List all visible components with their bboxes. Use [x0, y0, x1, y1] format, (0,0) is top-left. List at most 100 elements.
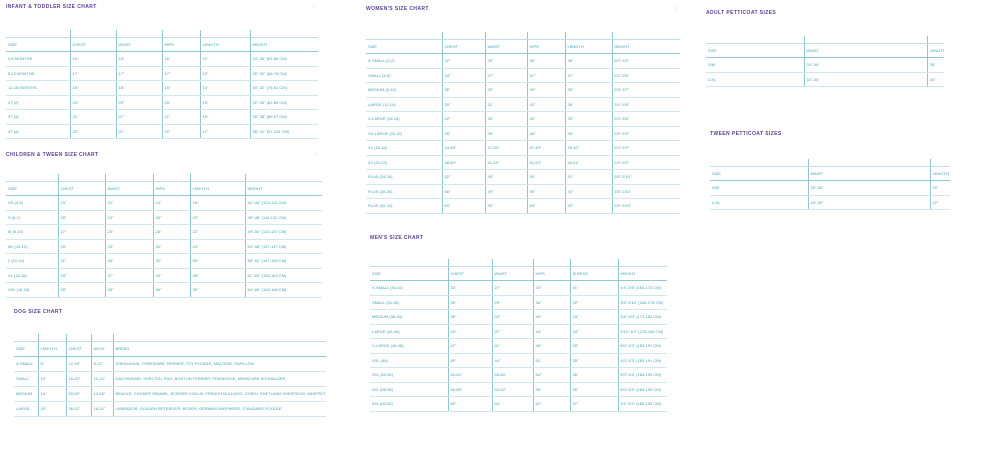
table-cell: 32": [570, 295, 619, 310]
spacer-cell: [38, 334, 67, 342]
column-header: HIPS: [533, 266, 571, 281]
table-cell: 60": [448, 396, 493, 412]
spacer-cell: [930, 159, 950, 167]
spacer-cell: [113, 334, 326, 342]
table-cell: 29": [492, 295, 534, 310]
table-cell: 35": [448, 295, 493, 310]
table-row: 1X (16-18) 44-46" 37-39" 47-49" 39-40" 5'4"-5…: [366, 140, 680, 156]
chart-title: ADULT PETTICOAT SIZES: [706, 10, 777, 16]
table-cell: 27": [485, 68, 528, 83]
spacer-cell: [66, 334, 92, 342]
table-cell: 35": [570, 353, 619, 368]
table-cell: 26": [927, 72, 944, 87]
table-cell: 41"-44" (104-112 CM): [245, 195, 322, 211]
table-cell: LARGE (12-14): [366, 97, 443, 112]
table-cell: 18": [116, 80, 163, 96]
chart-title: DOG SIZE CHART: [14, 309, 63, 315]
table-cell: 34": [570, 324, 619, 339]
close-icon[interactable]: ×: [314, 152, 317, 158]
table-cell: 16": [70, 51, 117, 67]
table-cell: 24": [105, 224, 154, 240]
spacer-cell: [105, 174, 154, 182]
table-row: SMALL (4-6) 34" 27" 37" 37" 5'2"-5'6": [366, 68, 680, 83]
table-row: 4T (4) 22" 21" 22" 17" 38"-41" (97-104 CM): [6, 124, 318, 139]
table-cell: 5'5"-5'10": [612, 184, 680, 199]
table-cell: 20": [930, 180, 950, 196]
table-cell: 20": [70, 95, 117, 110]
table-cell: 55": [527, 169, 566, 185]
close-icon[interactable]: ×: [312, 4, 315, 10]
column-header: HEIGHT: [618, 266, 667, 281]
table-cell: 12-16": [66, 356, 92, 372]
table-cell: X-LARGE (46-48): [370, 338, 449, 354]
size-table: SIZE CHEST WAIST HIPS SLEEVE HEIGHT X-SMALL (3…: [370, 259, 667, 412]
table-row: MEDIUM 16" 20-26" 14-18" BEAGLE, COCKER SPAN…: [14, 386, 326, 402]
table-cell: 6'0"-6'3" (183-191 CM): [618, 353, 667, 368]
table-cell: 36": [153, 282, 191, 298]
table-row: L/XL 24"-30" 22": [710, 195, 950, 210]
table-row: L/XL 34"-44" 26": [706, 72, 944, 87]
table-cell: PLUS (32-34): [366, 198, 443, 214]
table-cell: 45": [442, 126, 486, 141]
table-cell: L/XL: [706, 72, 805, 87]
table-cell: 32"-35" (81-89 CM): [250, 95, 318, 110]
table-cell: 24"-34": [804, 57, 928, 73]
table-cell: 10-14": [91, 371, 114, 387]
table-cell: 8-12": [91, 356, 114, 372]
spacer-cell: [570, 259, 619, 267]
table-row: PLUS (24-26) 52" 45" 55" 41" 5'5"-5'10": [366, 169, 680, 185]
spacer-cell: [70, 30, 117, 38]
table-cell: 5'4"-5'8": [612, 111, 680, 127]
table-cell: 59": [527, 184, 566, 199]
table-row: LARGE (42-44) 43" 37" 44" 34" 5'10"-6'2" (178…: [370, 324, 667, 339]
table-cell: 29": [485, 82, 528, 98]
table-cell: 54": [533, 367, 571, 383]
table-cell: 54"-58" (137-147 CM): [245, 239, 322, 254]
spacer-cell: [485, 32, 528, 40]
table-cell: 58"-61" (147-155 CM): [245, 253, 322, 269]
table-cell: MEDIUM (8-10): [366, 82, 443, 98]
spacer-cell: [808, 159, 931, 167]
table-row: S/M 24"-34" 26": [706, 57, 944, 73]
column-header: CHEST: [448, 266, 493, 281]
column-header: WAIST: [808, 166, 931, 181]
table-cell: 51-53": [527, 155, 566, 170]
header-row: SIZE LENGTH CHEST NECK BREED: [14, 341, 326, 357]
table-cell: 27": [58, 224, 106, 240]
table-cell: 5'8"-6'0" (173-183 CM): [618, 309, 667, 325]
table-cell: XL (14-16): [6, 268, 59, 283]
column-header: HEIGHT: [612, 39, 680, 54]
table-cell: 38"-41" (97-104 CM): [250, 124, 318, 139]
table-cell: PLUS (28-30): [366, 184, 443, 199]
size-table: SIZE WAIST LENGTH S/M 20"-26" 20" L/XL 24"-30" 2…: [710, 159, 950, 210]
table-cell: 16": [200, 109, 251, 125]
table-cell: 22": [70, 124, 117, 139]
table-cell: 20-26": [66, 386, 92, 402]
chart-title: TWEEN PETTICOAT SIZES: [710, 131, 782, 137]
table-row: XS (4-5) 23" 22" 24" 18" 41"-44" (104-112 CM): [6, 195, 322, 211]
spacer-cell: [927, 36, 944, 44]
column-header: SLEEVE: [570, 266, 619, 281]
column-header: WAIST: [485, 39, 528, 54]
table-cell: 23": [105, 210, 154, 225]
table-cell: 62": [533, 396, 571, 412]
table-row: 0-6 MONTHS 16" 16" 16" 12" 24"-26" (61-66 CM): [6, 51, 318, 67]
table-row: MEDIUM (38-40) 39" 33" 40" 33" 5'8"-6'0" (173…: [370, 309, 667, 325]
table-cell: 36": [570, 367, 619, 383]
size-table: SIZEWAISTLENGTHS/M24"-34"26"L/XL34"-44"2…: [706, 36, 944, 87]
table-cell: 47": [448, 338, 493, 354]
table-cell: 28": [190, 268, 246, 283]
table-cell: 18": [190, 195, 246, 211]
table-cell: 30"-32" (76-81 CM): [250, 80, 318, 96]
column-header: WAIST: [804, 43, 928, 58]
table-row: 2X (20-22) 48-50" 41-43" 51-53" 40-41" 5'4"-5…: [366, 155, 680, 170]
table-cell: X-LARGE (16-18): [366, 111, 443, 127]
table-cell: 26"-30" (66-76 CM): [250, 66, 318, 81]
close-icon[interactable]: ×: [674, 6, 677, 12]
table-row: S/M 20"-26" 20": [710, 180, 950, 196]
table-cell: 41": [492, 338, 534, 354]
table-cell: 6'0"-6'4" (183-193 CM): [618, 367, 667, 383]
table-cell: BEAGLE, COCKER SPANIEL, BORDER COLLIE, F…: [113, 386, 326, 402]
table-cell: 20": [190, 210, 246, 225]
